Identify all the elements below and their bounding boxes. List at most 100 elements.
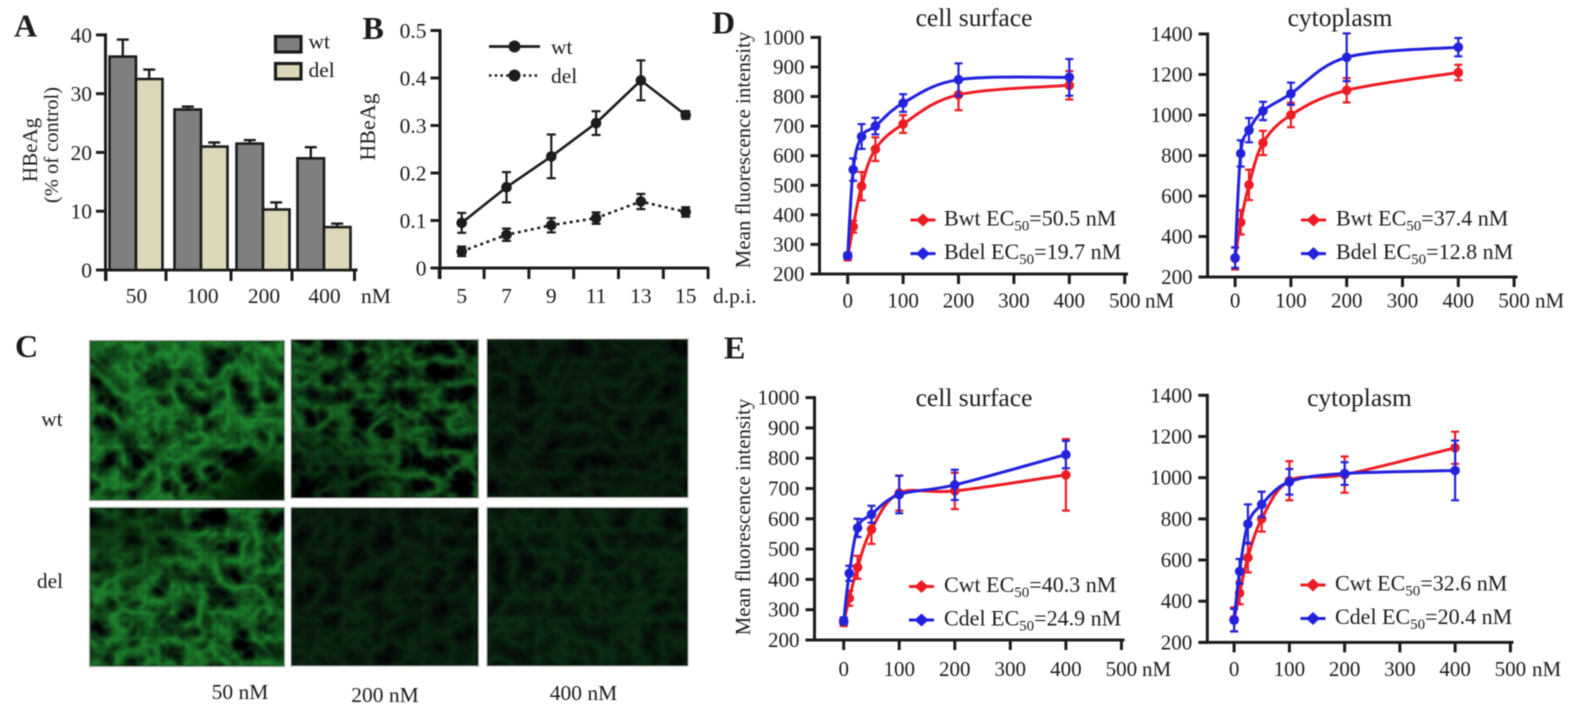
svg-text:50: 50 [126, 284, 148, 308]
svg-text:400 nM: 400 nM [550, 681, 618, 705]
svg-text:200: 200 [1161, 630, 1193, 654]
svg-text:200: 200 [939, 657, 971, 681]
svg-text:HBeAg: HBeAg [355, 93, 380, 160]
svg-text:Bwt EC50=50.5 nM: Bwt EC50=50.5 nM [944, 206, 1116, 235]
svg-text:600: 600 [773, 144, 805, 168]
svg-text:cytoplasm: cytoplasm [1288, 3, 1393, 32]
svg-text:300: 300 [995, 657, 1027, 681]
svg-text:100: 100 [883, 657, 915, 681]
svg-text:wt: wt [309, 30, 331, 54]
svg-text:1000: 1000 [1150, 466, 1192, 490]
svg-text:nM: nM [361, 284, 391, 308]
svg-text:0.2: 0.2 [400, 162, 427, 186]
svg-text:600: 600 [768, 507, 800, 531]
svg-text:1000: 1000 [763, 25, 805, 49]
svg-text:100: 100 [887, 289, 919, 313]
svg-text:10: 10 [71, 200, 93, 224]
svg-text:200: 200 [1329, 657, 1361, 681]
svg-text:800: 800 [1161, 144, 1193, 168]
svg-text:300: 300 [998, 289, 1030, 313]
svg-text:Bdel EC50=12.8 nM: Bdel EC50=12.8 nM [1336, 239, 1513, 268]
svg-text:800: 800 [768, 446, 800, 470]
svg-text:del: del [309, 58, 335, 82]
svg-text:1000: 1000 [758, 386, 800, 410]
svg-text:9: 9 [546, 284, 557, 308]
svg-text:400: 400 [1161, 589, 1193, 613]
svg-text:1200: 1200 [1151, 63, 1193, 87]
svg-text:Cwt EC50=40.3 nM: Cwt EC50=40.3 nM [944, 572, 1116, 601]
svg-text:wt: wt [41, 407, 63, 431]
svg-text:(% of control): (% of control) [41, 87, 63, 203]
svg-text:50 nM: 50 nM [212, 680, 269, 704]
svg-text:0.4: 0.4 [400, 67, 427, 91]
svg-text:0.3: 0.3 [400, 114, 427, 138]
svg-text:20: 20 [71, 141, 93, 165]
svg-text:500: 500 [1109, 289, 1141, 313]
svg-text:1200: 1200 [1150, 425, 1192, 449]
svg-text:Cwt EC50=32.6 nM: Cwt EC50=32.6 nM [1335, 571, 1507, 600]
svg-text:E: E [724, 330, 745, 366]
svg-text:800: 800 [773, 85, 805, 109]
svg-text:200: 200 [943, 289, 975, 313]
svg-text:7: 7 [501, 284, 512, 308]
svg-text:Cdel EC50=24.9 nM: Cdel EC50=24.9 nM [944, 606, 1121, 635]
svg-text:nM: nM [1532, 657, 1562, 681]
svg-text:15: 15 [675, 284, 697, 308]
svg-text:400: 400 [773, 203, 805, 227]
svg-text:200: 200 [1331, 289, 1363, 313]
svg-text:cell surface: cell surface [916, 3, 1033, 32]
svg-text:Bwt EC50=37.4 nM: Bwt EC50=37.4 nM [1336, 206, 1508, 235]
svg-text:B: B [363, 10, 384, 46]
svg-text:C: C [15, 328, 38, 364]
svg-text:0: 0 [842, 289, 853, 313]
svg-text:700: 700 [773, 114, 805, 138]
svg-text:500: 500 [1495, 657, 1527, 681]
svg-text:400: 400 [1050, 657, 1082, 681]
svg-text:400: 400 [1161, 225, 1193, 249]
svg-text:900: 900 [768, 416, 800, 440]
svg-text:300: 300 [1384, 657, 1416, 681]
svg-text:700: 700 [768, 477, 800, 501]
svg-text:nM: nM [1142, 657, 1172, 681]
svg-text:HBeAg: HBeAg [18, 117, 42, 182]
svg-text:200 nM: 200 nM [351, 683, 419, 707]
svg-text:400: 400 [1443, 289, 1475, 313]
svg-text:400: 400 [1439, 657, 1471, 681]
svg-text:wt: wt [551, 35, 573, 59]
svg-text:200: 200 [248, 284, 280, 308]
svg-text:Cdel EC50=20.4 nM: Cdel EC50=20.4 nM [1335, 604, 1512, 633]
svg-text:cytoplasm: cytoplasm [1307, 383, 1412, 412]
svg-text:13: 13 [630, 284, 652, 308]
svg-text:D: D [712, 5, 735, 41]
svg-text:nM: nM [1535, 289, 1565, 313]
svg-text:1000: 1000 [1151, 103, 1193, 127]
svg-text:Bdel EC50=19.7 nM: Bdel EC50=19.7 nM [944, 239, 1121, 268]
svg-text:500: 500 [768, 537, 800, 561]
svg-text:400: 400 [308, 284, 340, 308]
svg-text:300: 300 [1387, 289, 1419, 313]
svg-text:A: A [14, 8, 37, 44]
svg-text:1400: 1400 [1150, 383, 1192, 407]
svg-text:100: 100 [186, 284, 218, 308]
svg-text:30: 30 [71, 82, 93, 106]
svg-text:40: 40 [71, 23, 93, 47]
svg-text:900: 900 [773, 55, 805, 79]
svg-text:300: 300 [768, 598, 800, 622]
svg-text:d.p.i.: d.p.i. [713, 284, 757, 308]
svg-text:0.1: 0.1 [400, 209, 427, 233]
svg-text:500: 500 [1498, 289, 1530, 313]
svg-text:200: 200 [768, 628, 800, 652]
svg-text:1400: 1400 [1151, 22, 1193, 46]
svg-text:cell surface: cell surface [916, 383, 1033, 412]
svg-text:600: 600 [1161, 548, 1193, 572]
svg-text:del: del [551, 64, 577, 88]
svg-text:200: 200 [773, 262, 805, 286]
svg-text:0: 0 [838, 657, 849, 681]
svg-text:Mean fluorescence intensity: Mean fluorescence intensity [731, 398, 755, 635]
svg-text:0: 0 [416, 257, 427, 281]
svg-text:del: del [37, 569, 63, 593]
svg-text:0: 0 [1229, 657, 1240, 681]
svg-text:800: 800 [1161, 507, 1193, 531]
svg-text:100: 100 [1274, 657, 1306, 681]
svg-text:500: 500 [773, 173, 805, 197]
